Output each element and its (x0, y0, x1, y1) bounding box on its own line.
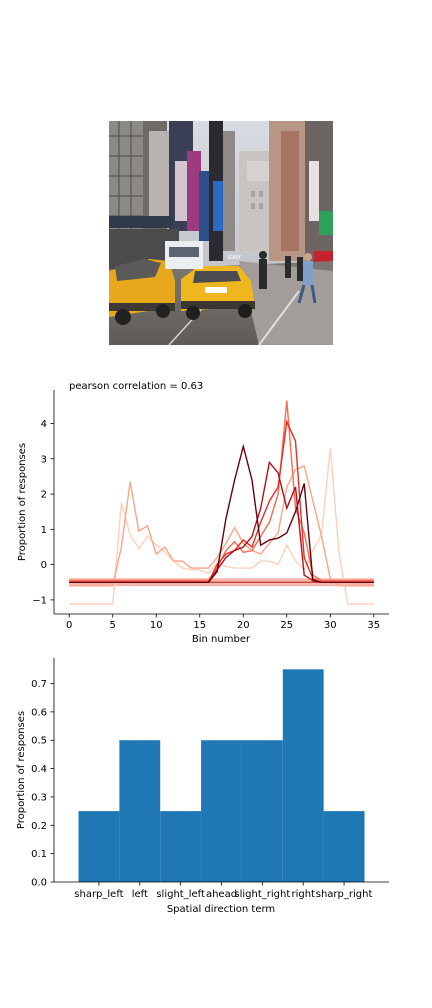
line-chart-plot-area (69, 400, 374, 605)
bar-chart-y-ticks: 0.0 0.1 0.2 0.3 0.4 0.5 0.6 0.7 (31, 679, 54, 889)
street-scene-illustration: SONY (109, 121, 333, 345)
x-tick-label: slight_left (156, 889, 205, 900)
series-line-6 (69, 443, 374, 583)
bar-sharp_right (323, 811, 365, 882)
x-tick-label: 20 (237, 620, 250, 631)
bar-slight_left (160, 811, 202, 882)
bar-sharp_left (78, 811, 120, 882)
line-chart-xlabel: Bin number (192, 634, 251, 645)
y-tick-label: 4 (41, 419, 47, 430)
bar-chart-x-ticks: sharp_left left slight_left aheadslight_rig… (74, 882, 372, 900)
street-scene-photo: SONY (109, 121, 333, 345)
series-line-4 (69, 419, 374, 583)
y-tick-label: 3 (41, 454, 47, 465)
bar-chart-ylabel: Proportion of responses (16, 711, 27, 829)
line-chart-x-ticks: 0 5 10 15 20 25 30 35 (66, 614, 380, 631)
x-tick-label: right (291, 889, 315, 900)
bar-left (119, 740, 161, 882)
x-tick-label: 25 (280, 620, 293, 631)
y-tick-label: 0.2 (31, 821, 47, 832)
y-tick-label: 0.5 (31, 736, 47, 747)
y-tick-label: 1 (41, 525, 47, 536)
bar-chart-bars (78, 669, 365, 882)
line-chart-ylabel: Proportion of responses (17, 443, 28, 561)
x-tick-label: 35 (367, 620, 380, 631)
y-tick-label: 0.7 (31, 679, 47, 690)
y-tick-label: 0.3 (31, 792, 47, 803)
x-tick-label: sharp_left (74, 889, 123, 900)
y-tick-label: 0.6 (31, 707, 47, 718)
y-tick-label: 0.1 (31, 849, 47, 860)
bar-right (282, 669, 324, 882)
x-tick-label: 5 (110, 620, 116, 631)
line-chart: pearson correlation = 0.63 0 5 10 15 20 25 30 3… (17, 381, 389, 645)
series-line-3 (69, 400, 374, 582)
x-tick-label: 10 (150, 620, 163, 631)
bar-chart: sharp_left left slight_left aheadslight_rig… (16, 658, 389, 915)
sign-text: SONY (227, 255, 242, 261)
y-tick-label: 0 (41, 560, 47, 571)
x-tick-label: sharp_right (316, 889, 373, 900)
y-tick-label: 0.4 (31, 764, 47, 775)
x-tick-label: ahead (206, 889, 237, 900)
x-tick-label: left (132, 889, 148, 900)
y-tick-label: −1 (32, 595, 47, 606)
x-tick-label: 30 (324, 620, 337, 631)
series-line-5 (69, 460, 374, 583)
x-tick-label: 0 (66, 620, 72, 631)
chart-title: pearson correlation = 0.63 (69, 381, 203, 392)
bar-ahead (201, 740, 242, 882)
x-tick-label: 15 (193, 620, 206, 631)
y-tick-label: 2 (41, 490, 47, 501)
y-tick-label: 0.0 (31, 878, 47, 889)
bar-slight_right (241, 740, 283, 882)
bar-chart-xlabel: Spatial direction term (167, 904, 275, 915)
x-tick-label: slight_right (234, 889, 290, 900)
line-chart-y-ticks: −1 0 1 2 3 4 (32, 419, 54, 606)
series-line-2 (69, 464, 374, 587)
